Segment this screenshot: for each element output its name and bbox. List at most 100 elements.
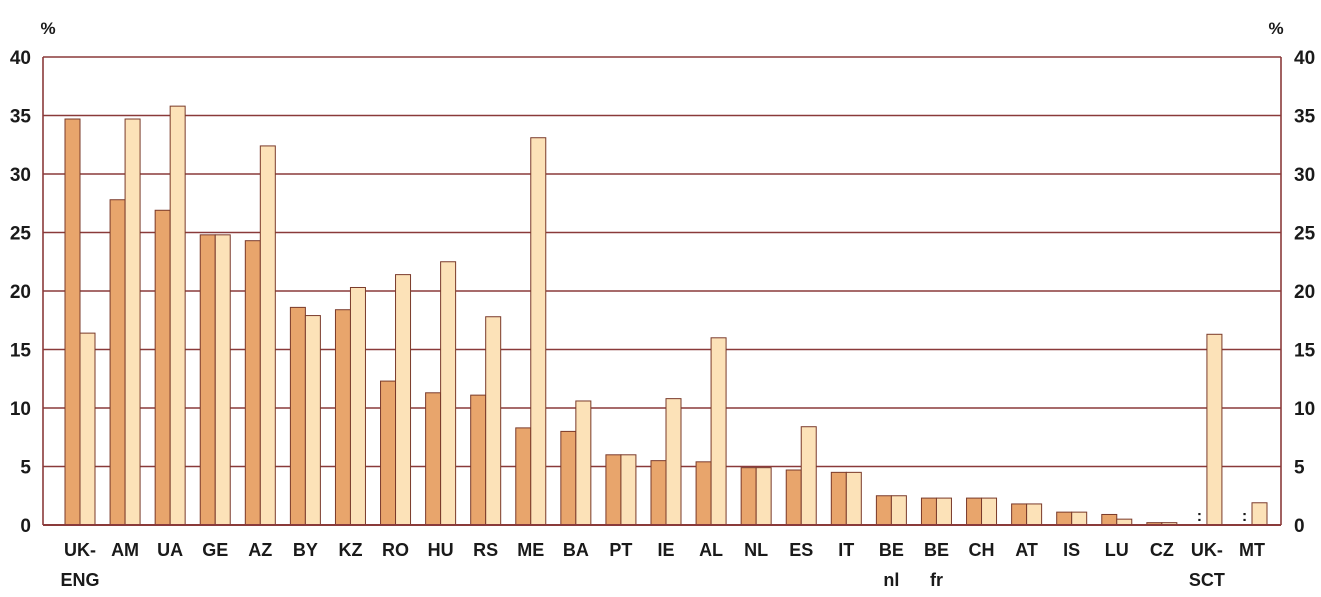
bar-am-series-1 <box>109 199 126 526</box>
x-tick-label: GE <box>202 540 228 560</box>
bars: :: <box>64 105 1268 526</box>
y-tick-label-right: 5 <box>1294 458 1305 479</box>
bar-be-nl-series-2 <box>890 495 907 526</box>
bar-kz-series-1 <box>334 309 351 526</box>
bar-hu-series-2 <box>440 261 457 526</box>
x-tick-label: RS <box>473 540 498 560</box>
y-tick-label-right: 0 <box>1294 516 1305 537</box>
x-tick-label: IT <box>838 540 854 560</box>
y-tick-label-left: 5 <box>20 458 31 479</box>
x-tick-label: ME <box>517 540 544 560</box>
bar-es-series-1 <box>785 469 802 526</box>
bar-ro-series-1 <box>380 380 397 526</box>
y-tick-label-left: 0 <box>20 516 31 537</box>
x-tick-label: IE <box>657 540 674 560</box>
y-tick-label-left: 40 <box>10 48 31 69</box>
bar-uk-eng-series-1 <box>64 118 81 526</box>
bar-ge-series-2 <box>214 234 231 526</box>
axes <box>42 57 1282 526</box>
bar-nl-series-2 <box>755 467 772 526</box>
bar-ro-series-2 <box>395 274 412 526</box>
x-tick-label: RO <box>382 540 409 560</box>
bar-by-series-2 <box>304 315 321 526</box>
x-tick-label: ES <box>789 540 813 560</box>
bar-be-nl-series-1 <box>875 495 892 526</box>
y-tick-label-right: 40 <box>1294 48 1315 69</box>
bar-be-fr-series-2 <box>935 497 952 526</box>
y-axis-unit-left: % <box>40 19 55 38</box>
x-tick-label: LU <box>1105 540 1129 560</box>
bar-ba-series-1 <box>560 430 577 526</box>
y-tick-label-right: 35 <box>1294 107 1316 128</box>
bar-is-series-2 <box>1071 511 1088 526</box>
x-tick-label: BY <box>293 540 318 560</box>
x-tick-label: PT <box>609 540 632 560</box>
bar-al-series-2 <box>710 337 727 526</box>
bar-al-series-1 <box>695 461 712 526</box>
bar-es-series-2 <box>800 426 817 526</box>
x-tick-label: AT <box>1015 540 1038 560</box>
y-tick-label-right: 25 <box>1294 224 1316 245</box>
y-tick-label-right: 10 <box>1294 399 1315 420</box>
bar-me-series-1 <box>515 427 532 526</box>
missing-value-marker: : <box>1242 508 1247 525</box>
y-tick-label-left: 30 <box>10 165 31 186</box>
x-tick-label: AM <box>111 540 139 560</box>
bar-ch-series-1 <box>966 497 983 526</box>
bar-uk-eng-series-2 <box>79 332 96 526</box>
bar-mt-series-2 <box>1251 502 1268 526</box>
x-tick-label: IS <box>1063 540 1080 560</box>
bar-is-series-1 <box>1056 511 1073 526</box>
x-tick-label: HU <box>428 540 454 560</box>
bar-az-series-1 <box>244 240 261 526</box>
bar-ie-series-1 <box>650 460 667 526</box>
x-tick-label: CZ <box>1150 540 1174 560</box>
bar-ge-series-1 <box>199 234 216 526</box>
x-tick-label: BE fr <box>924 540 949 590</box>
y-tick-label-right: 20 <box>1294 282 1315 303</box>
bar-rs-series-2 <box>485 316 502 526</box>
bar-at-series-1 <box>1011 503 1028 526</box>
bar-pt-series-2 <box>620 454 637 526</box>
bar-ua-series-1 <box>154 209 171 526</box>
bar-ie-series-2 <box>665 398 682 526</box>
y-tick-label-left: 10 <box>10 399 31 420</box>
bar-am-series-2 <box>124 118 141 526</box>
x-tick-label: BA <box>563 540 589 560</box>
bar-az-series-2 <box>259 145 276 526</box>
bar-ch-series-2 <box>981 497 998 526</box>
x-tick-label: BE nl <box>879 540 904 590</box>
bar-be-fr-series-1 <box>920 497 937 526</box>
bar-it-series-2 <box>845 471 862 526</box>
labels: 0 0 5 5 10 10 15 15 20 20 25 25 30 30 35 35 40 40 UK-ENG AM… <box>10 48 1316 590</box>
y-tick-label-left: 15 <box>10 341 32 362</box>
y-tick-label-left: 25 <box>10 224 32 245</box>
bar-hu-series-1 <box>425 392 442 526</box>
missing-value-marker: : <box>1197 508 1202 525</box>
bar-uk-sct-series-2 <box>1206 333 1223 526</box>
bar-me-series-2 <box>530 137 547 526</box>
y-tick-label-right: 15 <box>1294 341 1316 362</box>
bar-ba-series-2 <box>575 400 592 526</box>
x-tick-label: NL <box>744 540 768 560</box>
x-tick-label: UA <box>157 540 183 560</box>
x-tick-label: MT <box>1239 540 1265 560</box>
bar-nl-series-1 <box>740 467 757 526</box>
bar-kz-series-2 <box>349 286 366 526</box>
bar-it-series-1 <box>830 471 847 526</box>
bar-pt-series-1 <box>605 454 622 526</box>
bar-by-series-1 <box>289 306 306 526</box>
bar-ua-series-2 <box>169 105 186 526</box>
x-tick-label: AZ <box>248 540 272 560</box>
x-tick-label: UK-SCT <box>1189 540 1225 590</box>
x-tick-label: AL <box>699 540 723 560</box>
y-tick-label-right: 30 <box>1294 165 1315 186</box>
x-tick-label: UK-ENG <box>60 540 99 590</box>
bar-rs-series-1 <box>470 394 487 526</box>
y-tick-label-left: 35 <box>10 107 32 128</box>
x-tick-label: CH <box>969 540 995 560</box>
bar-lu-series-1 <box>1101 513 1118 526</box>
bar-at-series-2 <box>1026 503 1043 526</box>
y-tick-label-left: 20 <box>10 282 31 303</box>
